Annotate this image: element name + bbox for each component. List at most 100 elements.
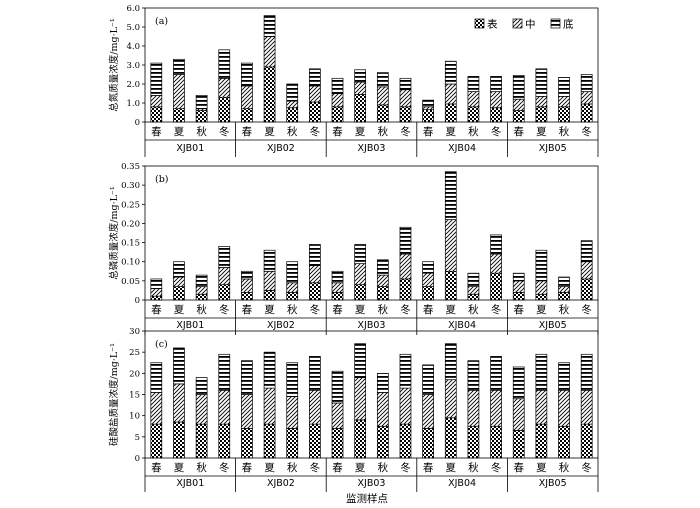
panel-2: 0 0.05 0.10 0.15 0.20 0.25 0.30 0.35 总磷质量浓度/mg·L… — [108, 162, 599, 335]
bar-segment — [467, 76, 480, 92]
season-label: 冬 — [581, 125, 592, 138]
season-label: 冬 — [581, 461, 592, 474]
bar-segment — [444, 379, 457, 419]
season-label: 春 — [242, 462, 253, 474]
bar-segment — [580, 353, 593, 391]
bar-segment — [558, 276, 570, 287]
bar-segment — [535, 249, 548, 282]
bar-segment — [399, 278, 412, 301]
legend-swatch — [474, 18, 485, 29]
bar-segment — [490, 107, 502, 123]
bar-segment — [535, 423, 548, 459]
panels-layer: 01.02.03.04.05.06.0总氮质量浓度/mg·L⁻¹ (a)春夏秋冬春… — [108, 4, 599, 492]
bar-segment — [150, 62, 163, 96]
bar-segment — [331, 428, 344, 459]
season-label: 春 — [332, 462, 343, 474]
season-label: 夏 — [264, 304, 275, 316]
bar-segment — [309, 389, 321, 425]
group-label: XJB05 — [539, 143, 567, 154]
bar-segment — [241, 394, 253, 429]
bar-segment — [309, 101, 321, 123]
bar-segment — [218, 423, 231, 459]
season-label: 冬 — [310, 125, 321, 138]
bar-segment — [558, 389, 570, 427]
y-tick-label: 25 — [129, 348, 140, 358]
bar-segment — [422, 428, 434, 459]
bar-segment — [331, 282, 344, 293]
bar-segment — [467, 286, 480, 295]
bar-segment — [286, 107, 299, 123]
bar-segment — [512, 272, 525, 282]
panel-label: (c) — [155, 339, 168, 350]
season-label: 冬 — [219, 303, 230, 316]
bar-segment — [309, 282, 321, 301]
group-label: XJB04 — [448, 478, 476, 489]
bar-segment — [490, 356, 502, 391]
y-tick-label: 0.10 — [121, 258, 140, 268]
bar-segment — [331, 370, 344, 404]
plot-frame — [144, 330, 599, 459]
season-label: 秋 — [378, 303, 389, 316]
season-label: 春 — [423, 462, 434, 474]
bar-segment — [354, 263, 367, 286]
bar-segment — [512, 366, 525, 400]
bar-segment — [399, 77, 412, 91]
bar-segment — [241, 360, 253, 395]
bar-segment — [512, 75, 525, 100]
group-label: XJB04 — [448, 320, 476, 331]
bar-segment — [286, 282, 299, 293]
bar-segment — [535, 280, 548, 295]
bar-segment — [286, 291, 299, 301]
bar-segment — [286, 396, 299, 429]
group-label: XJB02 — [267, 478, 295, 489]
bar-segment — [241, 108, 253, 123]
season-label: 秋 — [378, 461, 389, 474]
bar-segment — [309, 244, 321, 266]
season-label: 秋 — [287, 461, 298, 474]
bar-segment — [422, 109, 434, 123]
group-label: XJB05 — [539, 478, 567, 489]
bar-segment — [354, 244, 367, 264]
bar-segment — [263, 423, 276, 459]
bar-segment — [195, 286, 208, 295]
season-label: 夏 — [536, 304, 547, 316]
legend-label: 底 — [563, 18, 574, 31]
bar-segment — [399, 423, 412, 459]
bar-segment — [263, 15, 276, 37]
bar-segment — [150, 278, 163, 289]
bar-segment — [558, 425, 570, 459]
season-label: 冬 — [310, 461, 321, 474]
bar-segment — [490, 389, 502, 427]
bar-segment — [354, 94, 367, 123]
season-label: 夏 — [174, 126, 185, 138]
bar-segment — [467, 360, 480, 391]
bar-segment — [309, 356, 321, 391]
y-tick-label: 6.0 — [126, 4, 140, 14]
bar-segment — [173, 58, 185, 75]
bar-segment — [309, 423, 321, 459]
bar-segment — [354, 419, 367, 459]
bar-segment — [422, 261, 434, 274]
y-tick-label: 0.35 — [121, 162, 140, 172]
bar-segment — [173, 276, 185, 287]
season-label: 春 — [332, 126, 343, 138]
bar-segment — [263, 387, 276, 425]
bar-segment — [286, 362, 299, 397]
bar-segment — [354, 69, 367, 83]
bar-segment — [150, 95, 163, 108]
bar-segment — [535, 353, 548, 391]
bar-segment — [490, 425, 502, 459]
bar-segment — [218, 49, 231, 79]
y-tick-label: 0.05 — [121, 277, 140, 287]
bar-segment — [444, 103, 457, 123]
bar-segment — [580, 240, 593, 263]
bar-segment — [195, 95, 208, 110]
bar-segment — [376, 392, 389, 427]
bar-segment — [512, 110, 525, 123]
bar-segment — [331, 106, 344, 123]
bar-segment — [535, 293, 548, 301]
bar-segment — [490, 91, 502, 109]
bar-segment — [286, 100, 299, 109]
season-label: 春 — [423, 126, 434, 138]
season-label: 夏 — [536, 462, 547, 474]
